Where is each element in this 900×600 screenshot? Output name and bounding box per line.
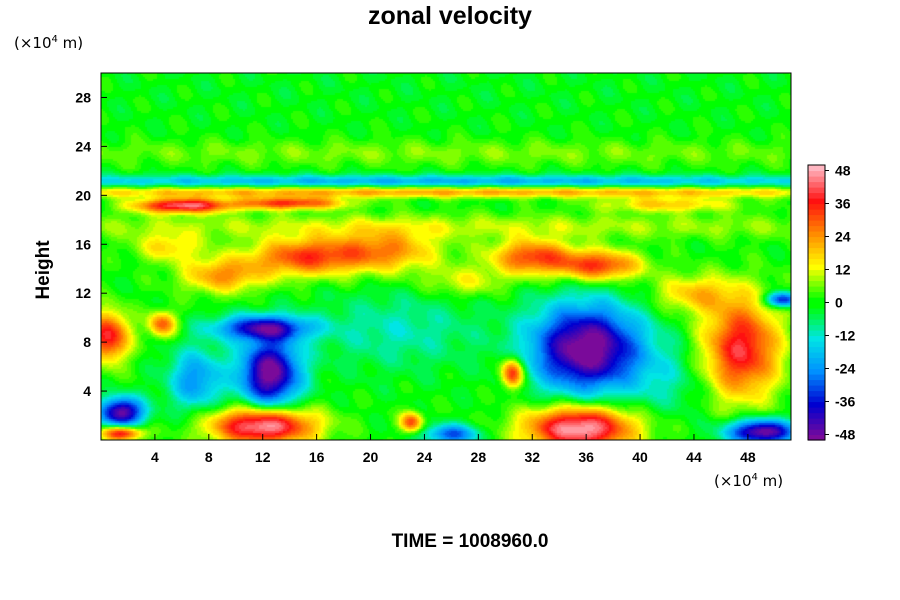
colorbar-band [808,176,825,183]
colorbar-band [808,379,825,386]
colorbar-band [808,214,825,221]
colorbar-band [808,203,825,210]
colorbar-band [808,412,825,419]
x-tick-label: 4 [151,449,159,465]
colorbar-band [808,418,825,425]
x-unit-prefix: (×10 [714,472,752,490]
y-axis-unit: (×104 m) [14,34,83,52]
colorbar-tick-label: -36 [835,394,855,410]
plot-frame [100,72,792,441]
colorbar-band [808,187,825,194]
colorbar-band [808,236,825,243]
colorbar-band [808,302,825,309]
colorbar-band [808,209,825,216]
colorbar-band [808,280,825,287]
x-tick-label: 48 [740,449,756,465]
colorbar-band [808,368,825,375]
y-tick-label: 16 [75,236,91,252]
colorbar: 48 36 24 12 0 -12 -24 -36 -48 [807,163,855,443]
colorbar-tick-label: 0 [835,295,843,311]
colorbar-band [808,363,825,370]
colorbar-band [808,165,825,172]
colorbar-band [808,319,825,326]
colorbar-band [808,396,825,403]
x-tick-label: 24 [417,449,433,465]
y-tick-label: 8 [83,334,91,350]
colorbar-band [808,192,825,199]
x-tick-label: 40 [632,449,648,465]
colorbar-band [808,247,825,254]
colorbar-band [808,313,825,320]
colorbar-band [808,308,825,315]
x-tick-label: 32 [524,449,540,465]
colorbar-band [808,434,825,441]
x-axis-unit: (×104 m) [714,472,783,490]
x-tick-label: 16 [309,449,325,465]
colorbar-band [808,275,825,282]
y-axis: 4 8 12 16 20 24 28 [75,89,107,399]
colorbar-band [808,198,825,205]
colorbar-band [808,357,825,364]
y-tick-label: 28 [75,89,91,105]
x-unit-suffix: m) [757,472,784,490]
colorbar-tick-label: 12 [835,262,851,278]
y-tick-label: 12 [75,285,91,301]
colorbar-band [808,253,825,260]
x-tick-label: 44 [686,449,702,465]
colorbar-band [808,341,825,348]
colorbar-band [808,286,825,293]
colorbar-band [808,390,825,397]
x-tick-label: 36 [578,449,594,465]
colorbar-band [808,352,825,359]
colorbar-band [808,324,825,331]
colorbar-band [808,297,825,304]
x-axis: 4 8 12 16 20 24 28 32 36 40 44 48 [151,434,756,465]
x-tick-label: 8 [205,449,213,465]
colorbar-band [808,401,825,408]
colorbar-tick-label: -12 [835,328,855,344]
colorbar-band [808,258,825,265]
colorbar-band [808,330,825,337]
y-tick-label: 24 [75,138,91,154]
x-tick-label: 20 [363,449,379,465]
colorbar-band [808,220,825,227]
colorbar-band [808,423,825,430]
colorbar-tick-label: -48 [835,427,855,443]
chart-title: zonal velocity [368,2,532,30]
colorbar-band [808,335,825,342]
colorbar-band [808,429,825,436]
y-tick-label: 20 [75,187,91,203]
colorbar-tick-label: 24 [835,229,851,245]
y-tick-label: 4 [83,383,91,399]
x-tick-label: 12 [255,449,271,465]
y-unit-exponent: 4 [51,34,58,45]
colorbar-tick-label: -24 [835,361,855,377]
colorbar-tick-label: 36 [835,196,851,212]
y-unit-prefix: (×10 [14,34,52,52]
colorbar-band [808,231,825,238]
colorbar-band [808,346,825,353]
colorbar-band [808,170,825,177]
colorbar-band [808,269,825,276]
time-label: TIME = 1008960.0 [391,531,549,552]
colorbar-band [808,242,825,249]
x-unit-exponent: 4 [751,472,758,483]
plot-area [101,73,791,440]
colorbar-band [808,385,825,392]
colorbar-band [808,291,825,298]
colorbar-band [808,225,825,232]
colorbar-tick-label: 48 [835,163,851,179]
colorbar-band [808,264,825,271]
colorbar-band [808,181,825,188]
x-tick-label: 28 [471,449,487,465]
colorbar-band [808,374,825,381]
colorbar-band [808,407,825,414]
y-unit-suffix: m) [57,34,84,52]
